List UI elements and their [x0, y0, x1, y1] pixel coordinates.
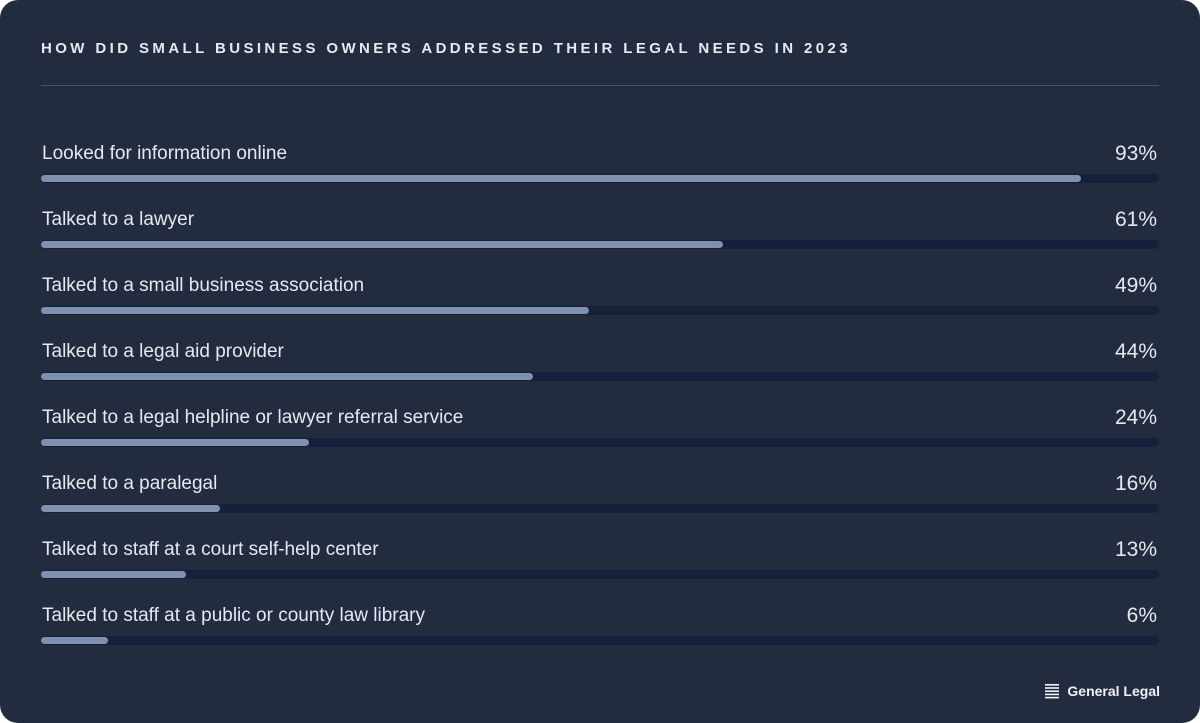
bar-value-label: 44%: [1114, 340, 1157, 363]
chart-title: HOW DID SMALL BUSINESS OWNERS ADDRESSED …: [41, 40, 851, 57]
bar-label: Talked to a paralegal: [42, 473, 218, 494]
bar-row: Talked to staff at a court self-help cen…: [41, 539, 1159, 579]
bar-value-label: 24%: [1114, 406, 1157, 429]
bar-label: Talked to staff at a public or county la…: [42, 605, 426, 626]
bar: [41, 175, 1081, 182]
bar-label: Talked to a legal helpline or lawyer ref…: [42, 407, 464, 428]
bar: [41, 571, 186, 578]
bar-row: Talked to a paralegal 16%: [41, 473, 1159, 513]
bar-row: Talked to a legal aid provider 44%: [41, 341, 1159, 381]
bar-label: Talked to a legal aid provider: [42, 341, 284, 362]
bar-track: [41, 372, 1159, 381]
bar-value-label: 49%: [1114, 274, 1157, 297]
bar-track: [41, 636, 1159, 645]
bar-track: [41, 570, 1159, 579]
bar-row: Talked to a small business association 49…: [41, 275, 1159, 315]
bar-track: [41, 240, 1159, 249]
bar-track: [41, 306, 1159, 315]
bar: [41, 373, 533, 380]
bar-row: Talked to staff at a public or county la…: [41, 605, 1159, 645]
bar-track: [41, 174, 1159, 183]
bar: [41, 307, 589, 314]
bar-track: [41, 438, 1159, 447]
bar-value-label: 6%: [1126, 604, 1157, 627]
bar-label: Talked to a lawyer: [42, 209, 195, 230]
bar: [41, 241, 723, 248]
bar-row: Looked for information online 93%: [41, 143, 1159, 183]
brand-name: General Legal: [1067, 683, 1160, 699]
bar-track: [41, 504, 1159, 513]
bar: [41, 505, 220, 512]
bar-row: Talked to a lawyer 61%: [41, 209, 1159, 249]
bar: [41, 439, 309, 446]
brand-logo: General Legal: [1044, 683, 1160, 699]
stacked-lines-logo-icon: [1045, 684, 1060, 699]
bar-label: Talked to staff at a court self-help cen…: [42, 539, 379, 560]
bar-value-label: 61%: [1114, 208, 1157, 231]
bar-row: Talked to a legal helpline or lawyer ref…: [41, 407, 1159, 447]
title-divider: [41, 85, 1159, 86]
bar-value-label: 13%: [1114, 538, 1157, 561]
bar-value-label: 93%: [1114, 142, 1157, 165]
bar-label: Talked to a small business association: [42, 275, 365, 296]
bar: [41, 637, 108, 644]
bar-label: Looked for information online: [42, 143, 288, 164]
bar-value-label: 16%: [1114, 472, 1157, 495]
